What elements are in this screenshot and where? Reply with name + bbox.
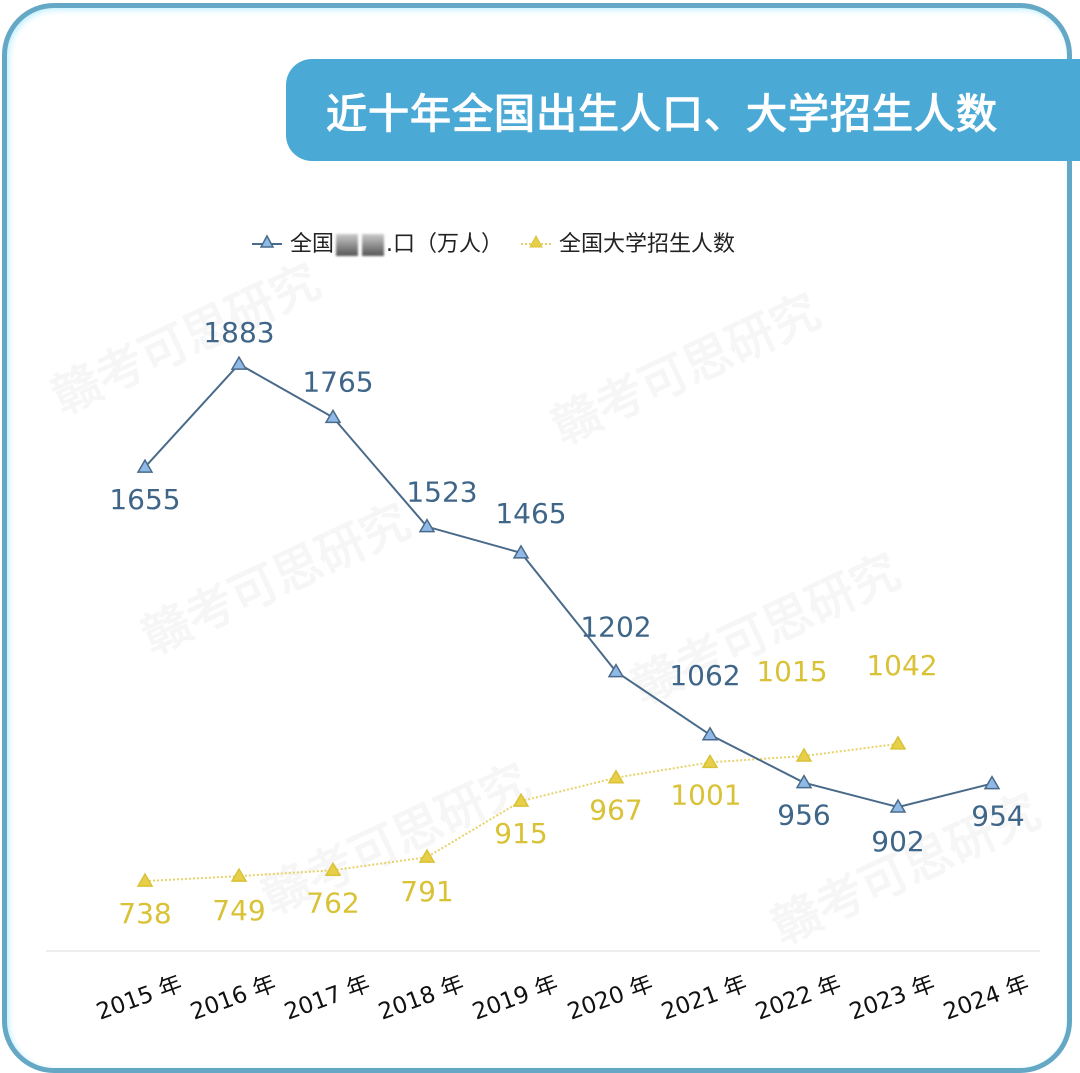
- x-axis-tick-label: 2017 年: [281, 971, 373, 1026]
- data-label: 1883: [203, 316, 274, 349]
- legend-label-enrollment: 全国大学招生人数: [559, 232, 736, 257]
- data-label: 915: [494, 817, 547, 850]
- redacted-mask: [362, 234, 385, 256]
- legend-label-births: 全国 .口（万人）: [290, 232, 504, 257]
- data-label: 1062: [669, 659, 740, 692]
- title-banner: 近十年全国出生人口、大学招生人数: [286, 59, 1080, 161]
- data-label: 1042: [866, 649, 937, 682]
- data-label: 956: [777, 799, 830, 832]
- data-label: 1202: [580, 611, 651, 644]
- data-label: 954: [971, 800, 1024, 833]
- x-axis-tick-label: 2022 年: [752, 971, 844, 1026]
- data-point-marker[interactable]: [136, 458, 154, 473]
- data-point-marker[interactable]: [795, 747, 813, 762]
- data-point-marker[interactable]: [983, 775, 1001, 790]
- redacted-mask: [336, 234, 359, 256]
- data-point-marker[interactable]: [701, 726, 719, 741]
- data-point-marker[interactable]: [136, 872, 154, 887]
- data-label: 1655: [109, 483, 180, 516]
- data-point-marker[interactable]: [701, 753, 719, 769]
- data-point-marker[interactable]: [324, 408, 342, 424]
- data-label: 1765: [302, 365, 373, 398]
- data-point-marker[interactable]: [418, 848, 436, 863]
- data-point-marker[interactable]: [889, 798, 907, 813]
- triangle-marker-icon: [252, 234, 282, 248]
- data-point-marker[interactable]: [324, 861, 342, 877]
- data-label: 738: [118, 897, 171, 930]
- data-point-marker[interactable]: [607, 769, 625, 784]
- data-point-marker[interactable]: [512, 792, 530, 807]
- data-label: 1015: [756, 655, 827, 688]
- data-point-marker[interactable]: [795, 774, 813, 789]
- data-point-marker[interactable]: [230, 355, 248, 370]
- chart-title: 近十年全国出生人口、大学招生人数: [326, 90, 998, 138]
- data-label: 749: [212, 894, 265, 927]
- x-axis-tick-label: 2024 年: [940, 971, 1032, 1026]
- data-point-marker[interactable]: [889, 735, 907, 750]
- enrollment-series: 738 749 762 791 915 967 1001 1015 1042: [118, 649, 937, 930]
- x-axis-tick-label: 2023 年: [846, 971, 938, 1026]
- data-point-marker[interactable]: [230, 867, 248, 882]
- x-axis-tick-label: 2015 年: [93, 971, 185, 1026]
- data-label: 1465: [495, 497, 566, 530]
- x-axis-tick-label: 2016 年: [187, 971, 279, 1026]
- data-label: 762: [306, 886, 359, 919]
- data-label: 1001: [670, 778, 741, 811]
- series-line: [144, 362, 993, 809]
- data-label: 791: [400, 875, 453, 908]
- x-axis-tick-label: 2020 年: [564, 971, 656, 1026]
- x-axis-tick-label: 2021 年: [658, 971, 750, 1026]
- data-label: 902: [871, 825, 924, 858]
- x-axis-tick-label: 2019 年: [469, 971, 561, 1026]
- triangle-marker-icon: [521, 234, 552, 248]
- chart-legend: 全国 .口（万人） 全国大学招生人数: [252, 222, 753, 262]
- data-label: 1523: [406, 476, 477, 509]
- births-series: 1655 1883 1765 1523 1465 1202 1062 956 902 954: [109, 316, 1024, 858]
- data-point-marker[interactable]: [512, 544, 530, 559]
- x-axis-tick-label: 2018 年: [375, 971, 467, 1026]
- data-point-marker[interactable]: [418, 518, 436, 533]
- legend-item-births[interactable]: 全国 .口（万人）: [252, 226, 503, 258]
- data-label: 967: [589, 794, 642, 827]
- data-point-marker[interactable]: [607, 663, 625, 678]
- x-axis-labels: 2015 年 2016 年 2017 年 2018 年 2019 年 2020 年 2021…: [93, 971, 1032, 1026]
- legend-item-enrollment[interactable]: 全国大学招生人数: [521, 226, 735, 258]
